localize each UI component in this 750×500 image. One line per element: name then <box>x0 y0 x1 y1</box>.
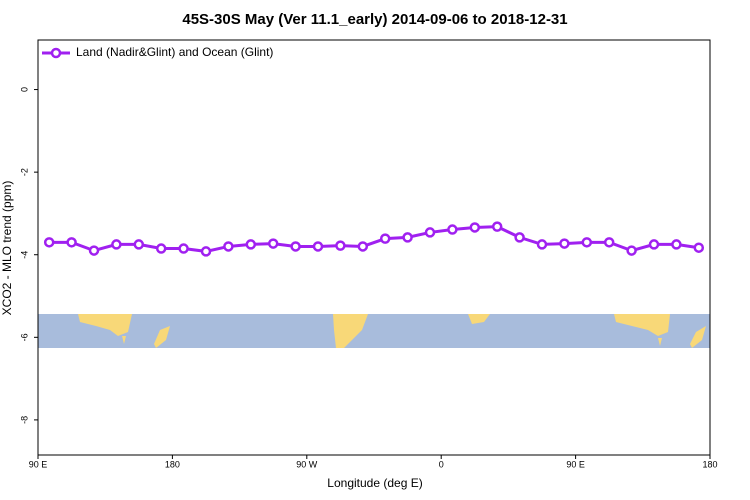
data-point <box>581 237 593 248</box>
data-point <box>312 241 324 252</box>
series-line <box>49 225 700 253</box>
data-point <box>133 239 145 250</box>
data-point <box>469 222 481 233</box>
data-point <box>626 245 637 256</box>
x-axis-label: Longitude (deg E) <box>327 476 422 490</box>
data-point <box>693 242 705 253</box>
data-point <box>155 243 167 254</box>
data-point <box>200 246 212 257</box>
x-tick-label: 180 <box>165 459 180 469</box>
data-point <box>111 239 122 250</box>
data-point <box>66 237 77 248</box>
x-tick-label: 180 <box>702 459 717 469</box>
map-strip <box>38 314 710 348</box>
data-point <box>648 239 660 250</box>
y-axis-label: XCO2 - MLO trend (ppm) <box>0 181 14 316</box>
data-point <box>245 239 257 250</box>
data-point <box>88 245 100 256</box>
data-point <box>43 237 55 248</box>
chart-title: 45S-30S May (Ver 11.1_early) 2014-09-06 … <box>182 11 567 28</box>
x-tick-label: 0 <box>439 459 444 469</box>
data-point <box>671 239 682 250</box>
data-point <box>290 241 301 252</box>
data-point <box>223 241 234 252</box>
data-point <box>267 238 279 249</box>
data-point <box>603 237 615 248</box>
data-point <box>491 221 503 232</box>
data-point <box>514 232 525 243</box>
data-point <box>379 233 391 244</box>
data-point <box>536 239 548 250</box>
x-tick-label: 90 E <box>29 459 48 469</box>
plot-frame <box>37 39 711 456</box>
y-tick-label: 0 <box>19 87 29 92</box>
data-point <box>178 243 189 254</box>
legend-marker <box>50 47 62 59</box>
x-tick-label: 90 W <box>296 459 318 469</box>
y-tick-label: -6 <box>19 333 29 341</box>
y-tick-label: -8 <box>19 416 29 424</box>
data-point <box>424 227 436 238</box>
y-tick-label: -4 <box>19 251 29 259</box>
data-point <box>402 232 413 243</box>
legend-label: Land (Nadir&Glint) and Ocean (Glint) <box>76 45 273 59</box>
data-point <box>335 240 346 251</box>
data-point <box>559 238 570 249</box>
data-point <box>447 224 458 235</box>
y-tick-label: -2 <box>19 168 29 176</box>
data-point <box>357 241 369 252</box>
x-tick-label: 90 E <box>566 459 585 469</box>
